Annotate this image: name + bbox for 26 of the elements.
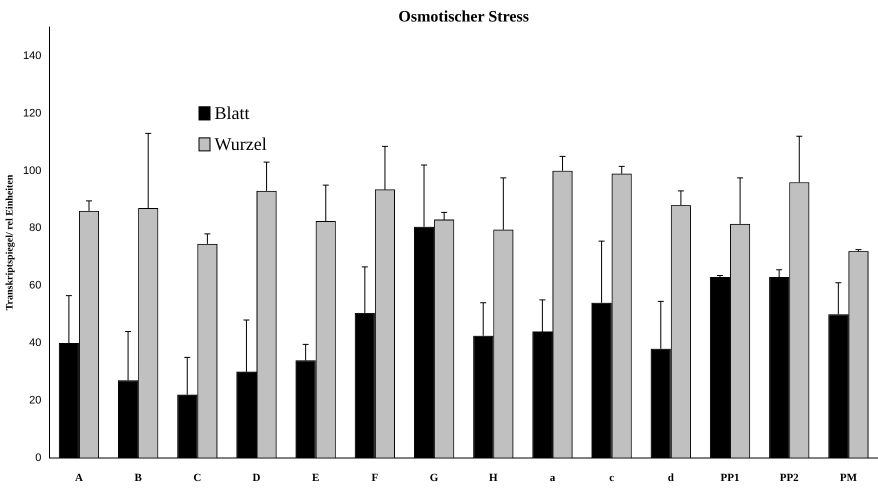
- y-tick-label: 0: [35, 452, 42, 464]
- x-tick-label: d: [668, 472, 674, 484]
- x-tick-label: PP2: [780, 472, 800, 484]
- x-tick-label: A: [74, 472, 83, 484]
- y-tick-label: 60: [29, 280, 42, 292]
- y-tick-label: 120: [22, 107, 42, 120]
- x-tick-label: PM: [840, 472, 858, 484]
- x-tick-label: H: [488, 472, 498, 484]
- y-tick-label: 40: [29, 337, 42, 350]
- legend-label: Blatt: [214, 103, 250, 124]
- x-tick-label: G: [430, 472, 439, 484]
- x-tick-label: c: [609, 472, 614, 484]
- x-tick-label: PP1: [720, 472, 740, 484]
- x-tick-label: D: [252, 472, 261, 484]
- y-tick-label: 100: [22, 164, 42, 177]
- x-tick-label: a: [550, 472, 556, 484]
- y-tick-label: 140: [22, 50, 42, 62]
- y-tick-label: 80: [29, 222, 42, 234]
- x-tick-label: F: [372, 472, 379, 484]
- x-tick-label: E: [312, 472, 320, 484]
- chart-title: Osmotischer Stress: [398, 8, 529, 26]
- x-tick-label: B: [134, 472, 142, 484]
- y-axis-title: Transkriptspiegel/ rel Einheiten: [4, 174, 16, 310]
- y-tick-label: 20: [29, 394, 42, 406]
- legend-label: Wurzel: [214, 134, 267, 154]
- x-tick-label: C: [193, 472, 202, 484]
